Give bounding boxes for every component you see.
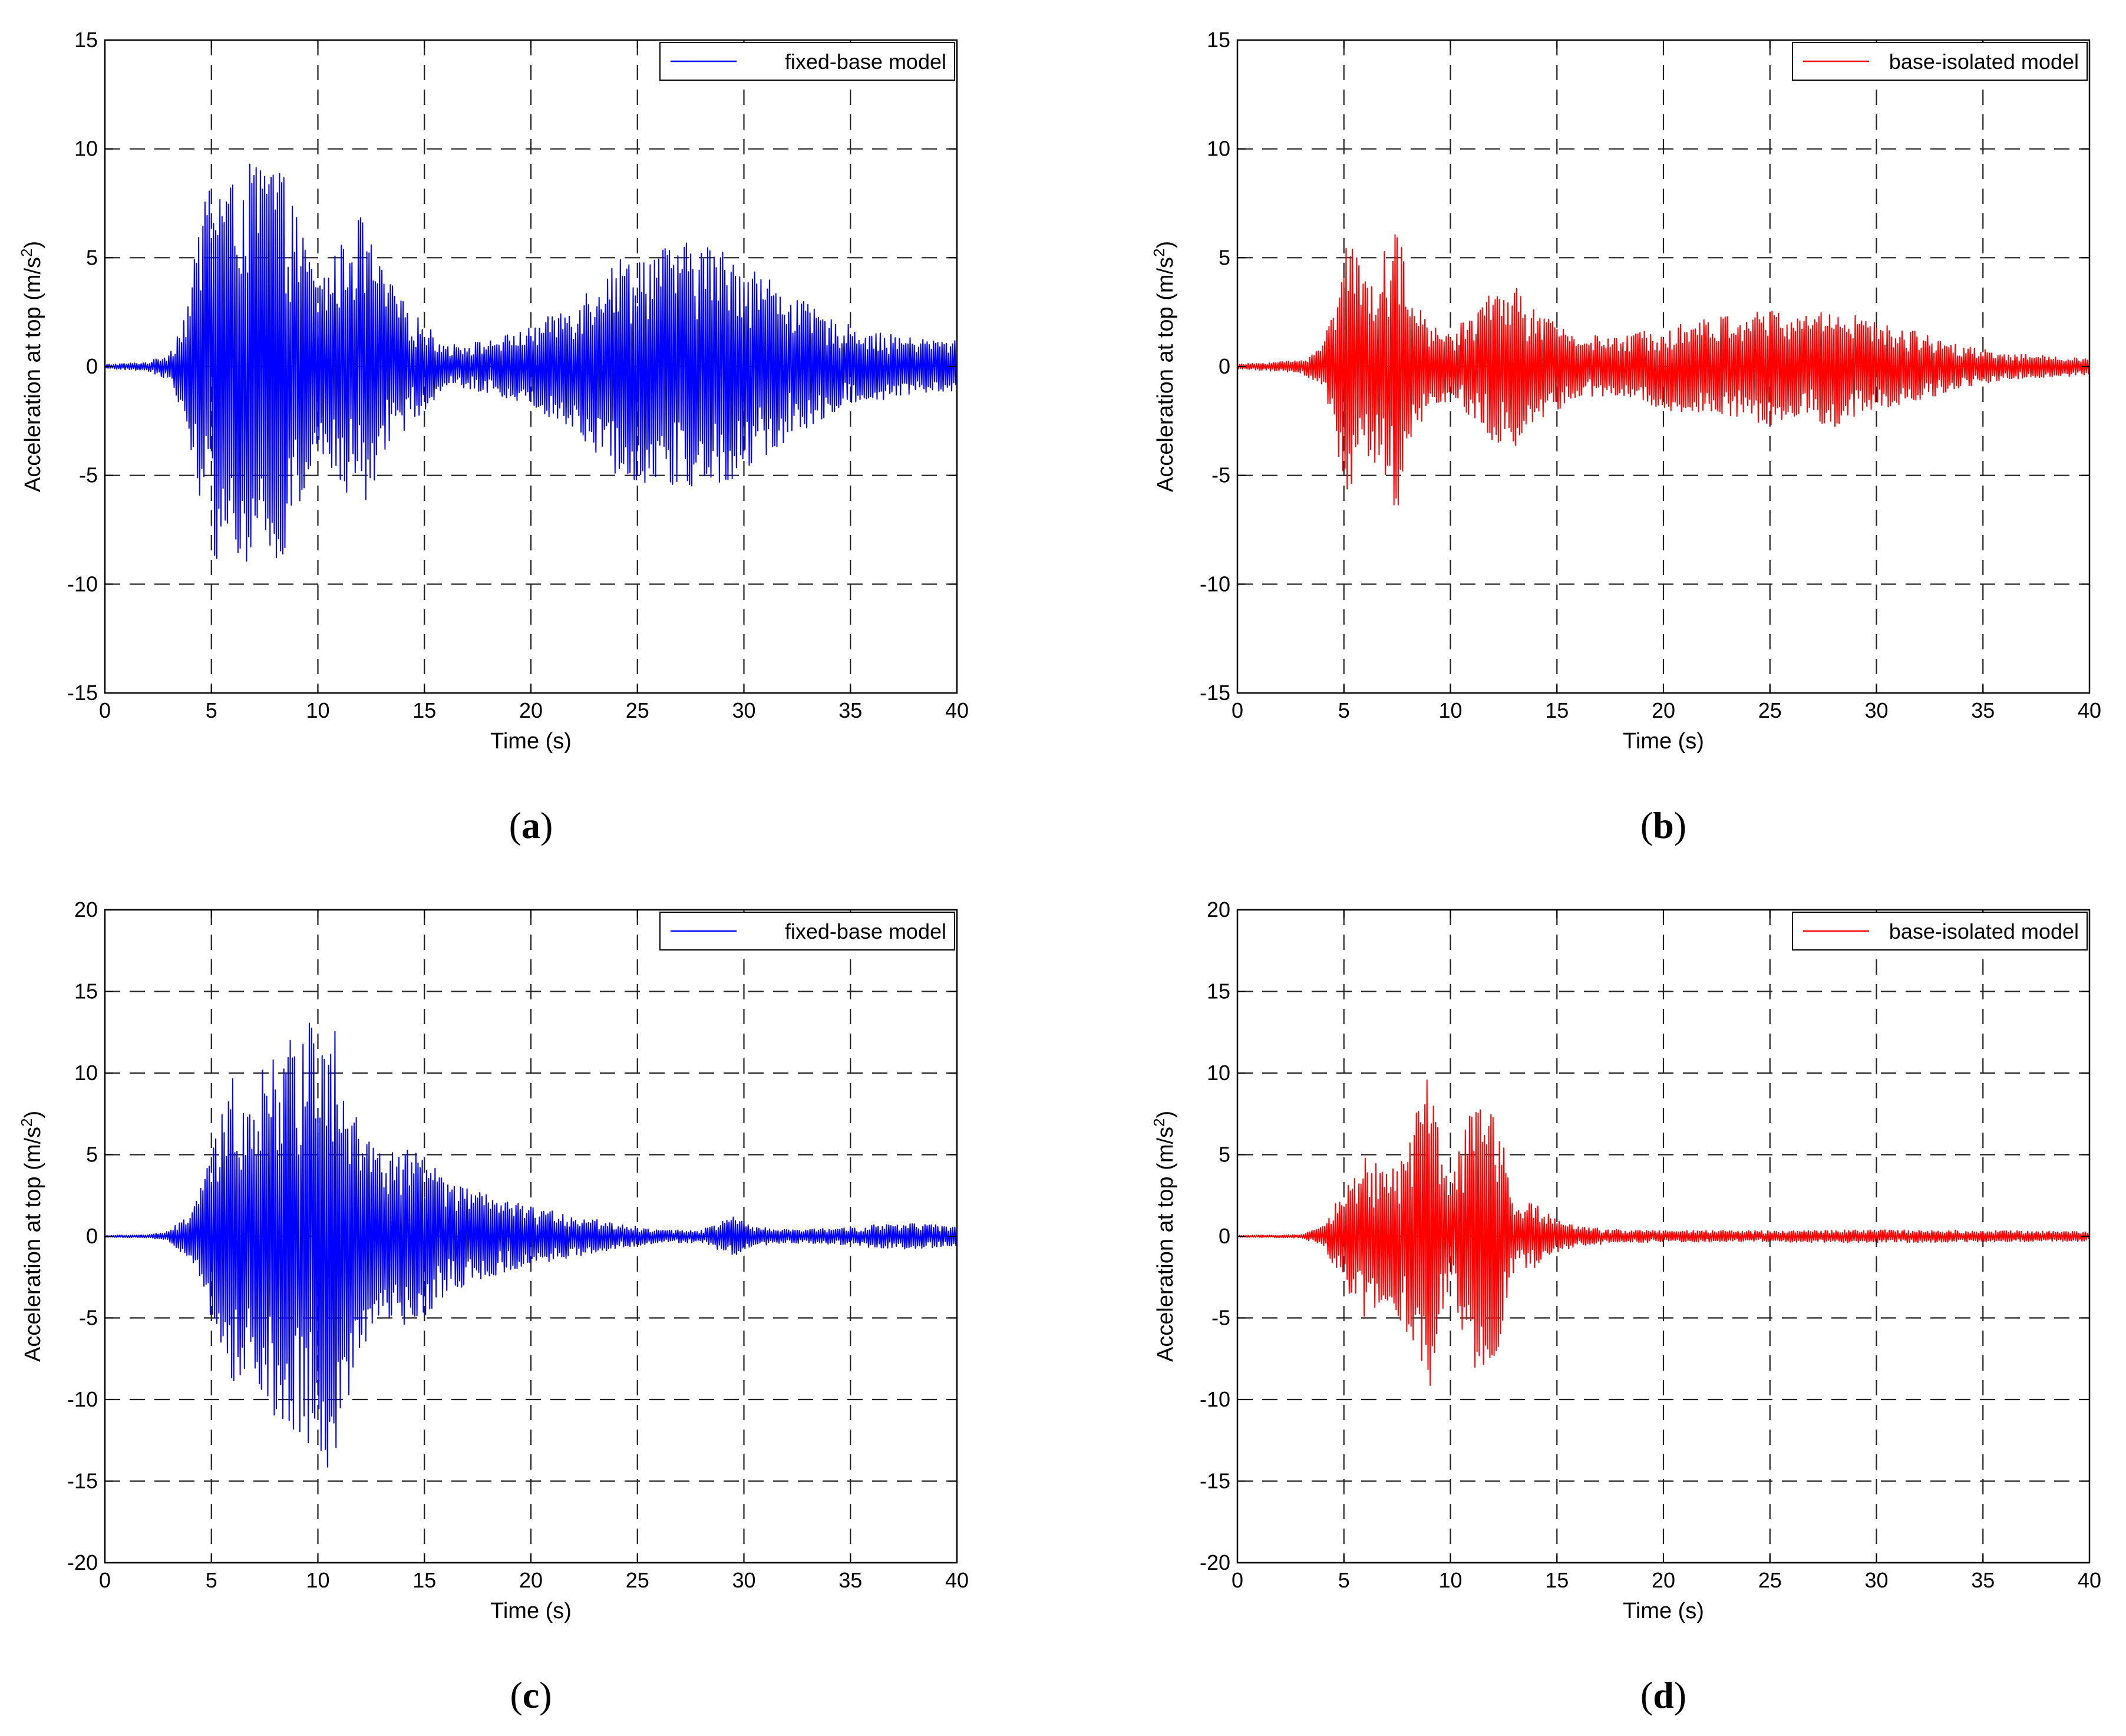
- x-tick-label: 20: [1652, 698, 1675, 722]
- x-tick-label: 25: [1758, 698, 1782, 722]
- legend-label: base-isolated model: [1889, 49, 2079, 74]
- panel-caption: (a): [509, 804, 553, 846]
- y-tick-label: 5: [1219, 1143, 1230, 1167]
- y-tick-label: -15: [67, 681, 98, 705]
- x-tick-label: 35: [838, 1568, 862, 1592]
- y-tick-label: -15: [67, 1469, 98, 1493]
- y-tick-label: -5: [1211, 1306, 1230, 1330]
- x-tick-label: 15: [412, 1568, 436, 1592]
- y-axis-label: Acceleration at top (m/s2): [18, 1111, 45, 1362]
- y-tick-label: 5: [1219, 245, 1230, 269]
- panel-caption: (b): [1640, 804, 1686, 846]
- x-tick-label: 20: [519, 698, 543, 722]
- series-line-base-isolated-model: [1237, 1079, 2090, 1386]
- y-tick-label: 5: [86, 245, 98, 269]
- y-tick-label: 15: [1207, 979, 1230, 1004]
- y-tick-label: -10: [67, 572, 98, 596]
- x-tick-label: 15: [412, 698, 436, 722]
- x-tick-label: 10: [1438, 1568, 1462, 1592]
- x-tick-label: 25: [626, 698, 649, 722]
- x-tick-label: 0: [99, 1568, 111, 1592]
- y-tick-label: 15: [74, 28, 98, 52]
- x-tick-label: 25: [626, 1568, 649, 1592]
- y-tick-label: -5: [79, 1306, 98, 1330]
- y-axis-label: Acceleration at top (m/s2): [1150, 1111, 1178, 1362]
- y-tick-label: 20: [1207, 897, 1230, 922]
- y-tick-label: -20: [1200, 1550, 1230, 1575]
- chart-panel-d: 0 5 10 15 20 25 30 35 40 -20 -15 -10 -5 0 5 10 15 20 Time …: [1150, 897, 2101, 1716]
- legend: fixed-base model: [659, 42, 955, 81]
- y-tick-label: 0: [1219, 1224, 1230, 1248]
- series-line-fixed-base-model: [104, 163, 958, 562]
- y-tick-label: 10: [74, 137, 98, 161]
- chart-panel-c: 0 5 10 15 20 25 30 35 40 -20 -15 -10 -5 0 5 10 15 20 Time …: [18, 897, 969, 1716]
- x-tick-label: 35: [1971, 1568, 1995, 1592]
- legend-label: base-isolated model: [1889, 919, 2079, 943]
- y-tick-label: 15: [1207, 28, 1230, 52]
- x-tick-label: 40: [2078, 698, 2101, 722]
- y-tick-label: 10: [74, 1061, 98, 1085]
- x-tick-label: 25: [1758, 1568, 1782, 1592]
- x-tick-label: 0: [1232, 1568, 1243, 1592]
- y-tick-label: 10: [1207, 137, 1230, 161]
- x-tick-label: 30: [1864, 1568, 1888, 1592]
- legend-label: fixed-base model: [785, 919, 946, 943]
- legend-label: fixed-base model: [785, 49, 946, 74]
- x-tick-label: 0: [1232, 698, 1243, 722]
- y-tick-label: 0: [86, 1224, 98, 1248]
- y-tick-label: -5: [79, 463, 98, 487]
- x-tick-label: 30: [732, 1568, 755, 1592]
- x-tick-label: 10: [1438, 698, 1462, 722]
- x-tick-label: 20: [519, 1568, 543, 1592]
- panel-caption: (d): [1640, 1674, 1686, 1716]
- y-tick-label: 5: [86, 1143, 98, 1167]
- y-tick-label: 10: [1207, 1061, 1230, 1085]
- x-tick-label: 40: [945, 1568, 969, 1592]
- y-tick-label: -15: [1200, 681, 1230, 705]
- x-tick-label: 0: [99, 698, 111, 722]
- panel-caption: (c): [510, 1674, 552, 1716]
- x-tick-label: 30: [1864, 698, 1888, 722]
- series-line-fixed-base-model: [104, 1022, 958, 1468]
- x-tick-label: 20: [1652, 1568, 1675, 1592]
- chart-panel-b: 0 5 10 15 20 25 30 35 40 -15 -10 -5 0 5 10 15 Time (s) Ac…: [1150, 28, 2101, 846]
- x-tick-label: 5: [1338, 698, 1350, 722]
- x-tick-label: 5: [206, 698, 217, 722]
- x-tick-label: 40: [2078, 1568, 2101, 1592]
- y-tick-label: -20: [67, 1550, 98, 1575]
- legend: base-isolated model: [1792, 912, 2088, 950]
- x-tick-label: 35: [1971, 698, 1995, 722]
- y-tick-label: -10: [1200, 1387, 1230, 1411]
- y-tick-label: 15: [74, 979, 98, 1004]
- y-axis-label: Acceleration at top (m/s2): [1150, 241, 1178, 492]
- chart-panel-a: 0 5 10 15 20 25 30 35 40 -15 -10 -5 0 5 10 15 Time (s) Ac…: [18, 28, 969, 846]
- x-tick-label: 40: [945, 698, 969, 722]
- x-axis-label: Time (s): [490, 729, 572, 754]
- series-line-base-isolated-model: [1237, 234, 2090, 506]
- y-axis-label: Acceleration at top (m/s2): [18, 241, 45, 492]
- x-tick-label: 10: [306, 1568, 329, 1592]
- x-tick-label: 30: [732, 698, 755, 722]
- x-axis-label: Time (s): [490, 1599, 572, 1623]
- x-tick-label: 5: [206, 1568, 217, 1592]
- legend-box: [659, 42, 955, 81]
- y-tick-label: -10: [1200, 572, 1230, 596]
- x-tick-label: 15: [1545, 1568, 1569, 1592]
- y-tick-label: 0: [86, 354, 98, 378]
- x-tick-label: 5: [1338, 1568, 1350, 1592]
- y-tick-label: 0: [1219, 354, 1230, 378]
- x-axis-label: Time (s): [1623, 729, 1704, 754]
- x-tick-label: 10: [306, 698, 329, 722]
- x-tick-label: 35: [838, 698, 862, 722]
- y-tick-label: -5: [1211, 463, 1230, 487]
- y-tick-label: 20: [74, 897, 98, 922]
- x-tick-label: 15: [1545, 698, 1569, 722]
- x-axis-label: Time (s): [1623, 1599, 1704, 1623]
- legend: fixed-base model: [659, 912, 955, 950]
- y-tick-label: -10: [67, 1387, 98, 1411]
- y-tick-label: -15: [1200, 1469, 1230, 1493]
- legend: base-isolated model: [1792, 42, 2088, 81]
